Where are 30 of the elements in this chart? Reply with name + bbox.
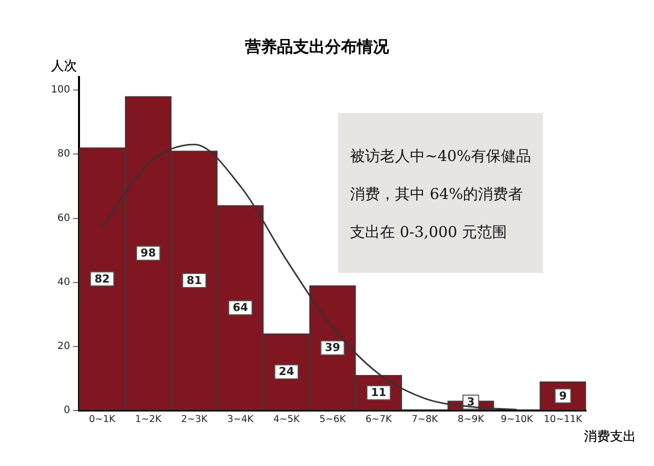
y-axis-title: 人次 (51, 59, 78, 74)
y-tick-label: 80 (57, 148, 70, 160)
data-label: 11 (370, 386, 386, 400)
text: 被访老人中~40%有保健品消费，其中 64%的消费者支出在 0-3,000 元范围 (350, 147, 531, 241)
x-tick-label: 9~10K (500, 414, 534, 425)
x-tick-label: 8~9K (458, 414, 485, 425)
x-tick-label: 4~5K (273, 414, 300, 425)
data-label: 98 (140, 246, 156, 260)
data-label: 64 (232, 301, 248, 314)
x-tick-label: 5~6K (319, 414, 346, 425)
data-label: 9 (559, 389, 567, 402)
x-axis-title: 消费支出 (584, 429, 636, 444)
data-label: 39 (324, 341, 340, 354)
y-tick-label: 0 (64, 405, 70, 416)
x-tick-label: 10~11K (544, 414, 583, 425)
x-tick-label: 1~2K (135, 414, 162, 425)
data-label: 81 (186, 274, 202, 287)
x-tick-label: 2~3K (181, 414, 208, 425)
data-label: 3 (466, 395, 475, 408)
y-tick-label: 100 (50, 84, 70, 96)
chart-title: 营养品支出分布情况 (244, 36, 390, 56)
x-tick-label: 3~4K (227, 414, 254, 425)
x-tick-label: 7~8K (412, 414, 439, 425)
y-tick-label: 40 (57, 276, 70, 288)
data-label: 82 (94, 272, 110, 286)
y-tick-label: 20 (57, 341, 70, 352)
x-tick-label: 0~1K (88, 414, 116, 425)
x-tick-label: 6~7K (365, 414, 393, 425)
data-label: 24 (278, 365, 294, 378)
y-tick-label: 60 (57, 212, 70, 224)
